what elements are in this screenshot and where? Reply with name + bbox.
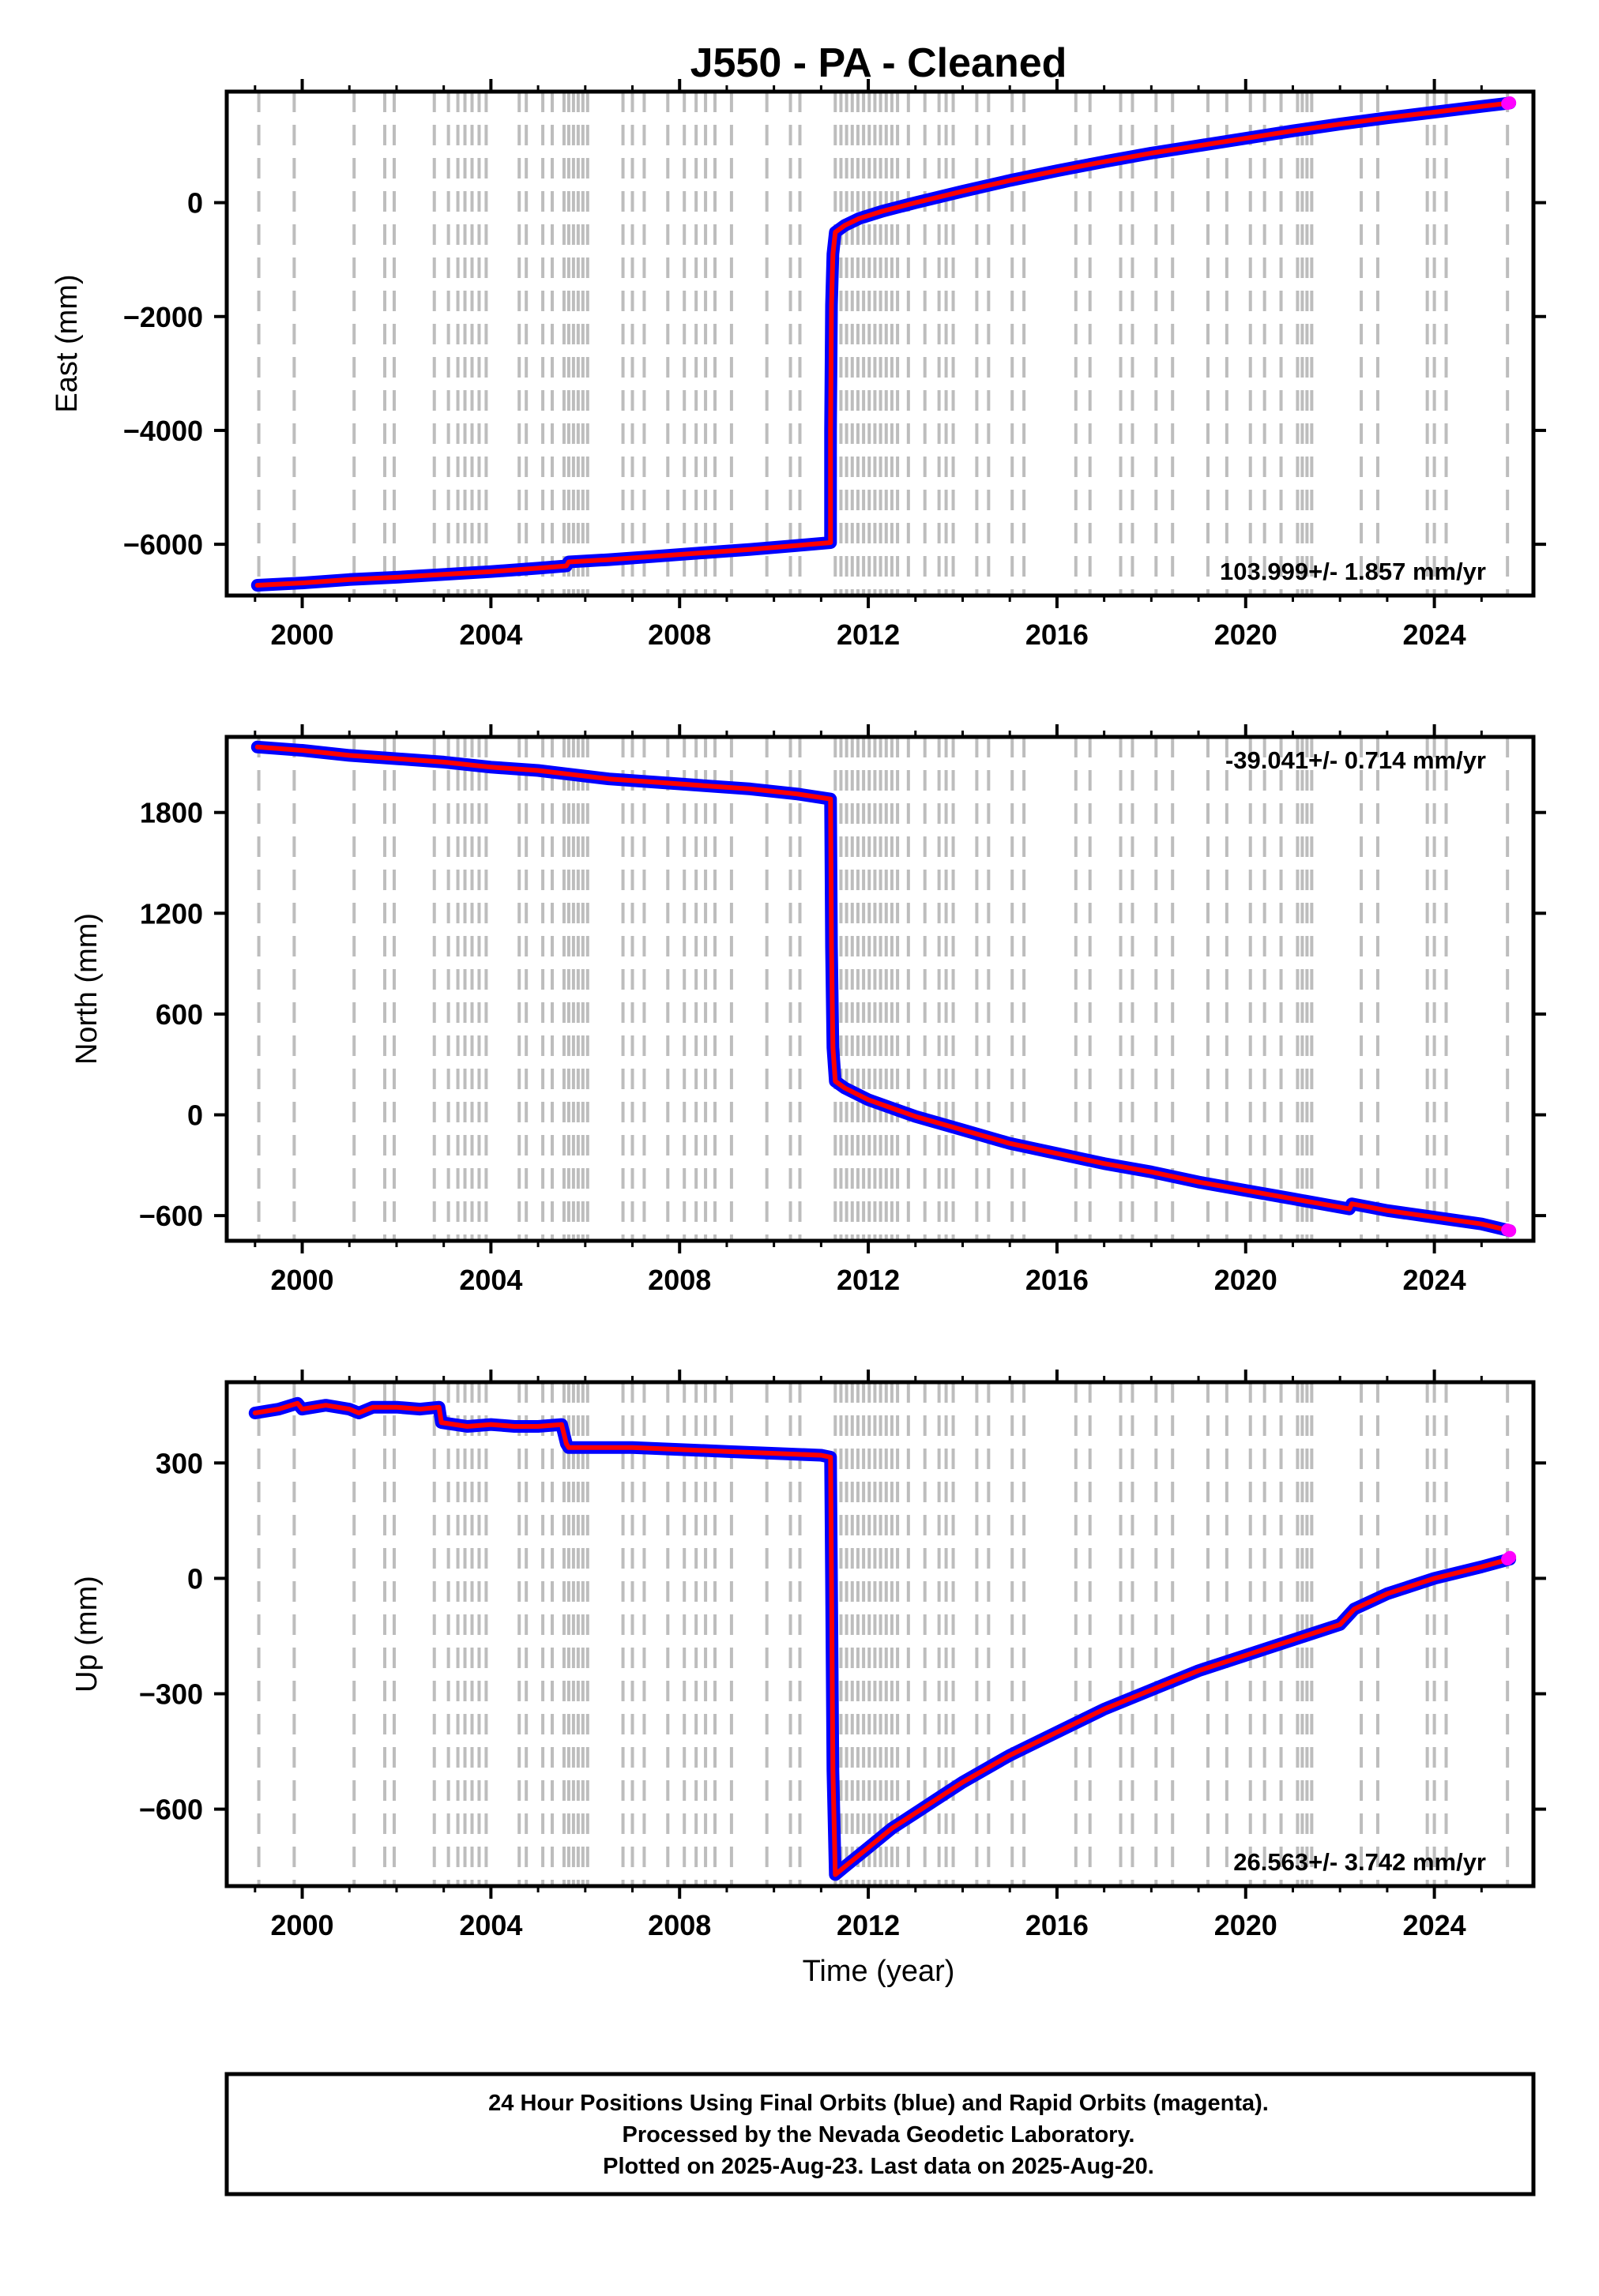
east-y-axis-label: East (mm) <box>51 274 84 412</box>
north-x-tick-label: 2000 <box>270 1264 333 1296</box>
footer-frame <box>224 2072 1536 2196</box>
up-y-tick-label: 300 <box>156 1447 203 1479</box>
east-x-tick-label: 2004 <box>459 618 522 651</box>
north-model-line <box>254 744 1513 1234</box>
up-x-tick-label: 2024 <box>1403 1909 1466 1941</box>
east-y-tick-label: −6000 <box>123 528 203 561</box>
east-data <box>250 96 1517 592</box>
north-y-tick-label: 600 <box>156 998 203 1031</box>
north-y-tick-label: 0 <box>187 1099 203 1132</box>
east-x-tick-label: 2000 <box>270 618 333 651</box>
east-x-tick-label: 2024 <box>1403 618 1466 651</box>
east-x-tick-label: 2020 <box>1214 618 1277 651</box>
up-final-orbit-series <box>248 1396 1517 1881</box>
up-x-tick-label: 2016 <box>1025 1909 1089 1941</box>
panels: 2000 2004 2008 2012 2016 2020 2024 0 −2000 −4000 −… <box>51 79 1546 1941</box>
x-axis-label: Time (year) <box>803 1955 955 1988</box>
footer-line-3: Plotted on 2025-Aug-23. Last data on 202… <box>603 2154 1154 2179</box>
up-data <box>248 1396 1517 1881</box>
footer-line-2: Processed by the Nevada Geodetic Laborat… <box>623 2122 1135 2148</box>
east-x-tick-label: 2012 <box>837 618 900 651</box>
east-panel: 2000 2004 2008 2012 2016 2020 2024 0 −2000 −4000 −… <box>51 79 1546 651</box>
north-rate-label: -39.041+/- 0.714 mm/yr <box>1225 746 1486 774</box>
north-y-tick-label: 1200 <box>140 897 203 930</box>
chart-title: J550 - PA - Cleaned <box>690 40 1067 86</box>
north-event-lines <box>257 737 1510 1241</box>
east-plot-frame <box>224 89 1536 598</box>
up-plot-frame <box>224 1380 1536 1888</box>
north-x-tick-label: 2020 <box>1214 1264 1277 1296</box>
east-y-tick-label: −4000 <box>123 415 203 447</box>
east-rate-label: 103.999+/- 1.857 mm/yr <box>1220 558 1486 585</box>
up-y-tick-label: −600 <box>139 1794 203 1826</box>
north-x-tick-label: 2004 <box>459 1264 522 1296</box>
up-panel: 2000 2004 2008 2012 2016 2020 2024 300 0 −300 −600… <box>70 1370 1546 1941</box>
north-rapid-orbit-point <box>1503 1224 1517 1238</box>
east-model-line <box>254 100 1513 588</box>
up-y-tick-label: −300 <box>139 1678 203 1710</box>
north-x-tick-label: 2008 <box>648 1264 711 1296</box>
north-y-tick-label: 1800 <box>140 797 203 829</box>
up-model-line <box>252 1400 1513 1877</box>
north-final-orbit-series <box>250 740 1517 1238</box>
east-final-orbit-series <box>250 96 1517 592</box>
east-y-tick-label: 0 <box>187 187 203 220</box>
east-x-tick-label: 2016 <box>1025 618 1089 651</box>
north-panel: 2000 2004 2008 2012 2016 2020 2024 1800 1200 600 0… <box>70 724 1546 1296</box>
north-data <box>250 740 1517 1238</box>
up-x-tick-label: 2000 <box>270 1909 333 1941</box>
north-y-axis-label: North (mm) <box>70 913 103 1065</box>
east-event-lines <box>257 92 1510 596</box>
north-y-tick-label: −600 <box>139 1200 203 1232</box>
east-rapid-orbit-point <box>1503 96 1517 110</box>
north-x-tick-label: 2024 <box>1403 1264 1466 1296</box>
up-x-tick-label: 2012 <box>837 1909 900 1941</box>
footer-line-1: 24 Hour Positions Using Final Orbits (bl… <box>488 2091 1269 2116</box>
up-x-tick-label: 2008 <box>648 1909 711 1941</box>
up-x-tick-label: 2004 <box>459 1909 522 1941</box>
up-event-lines <box>257 1382 1510 1886</box>
north-x-tick-label: 2012 <box>837 1264 900 1296</box>
up-x-tick-label: 2020 <box>1214 1909 1277 1941</box>
footer-box: 24 Hour Positions Using Final Orbits (bl… <box>224 2072 1536 2196</box>
up-rapid-orbit-point <box>1503 1550 1517 1564</box>
east-x-tick-label: 2008 <box>648 618 711 651</box>
north-x-tick-label: 2016 <box>1025 1264 1089 1296</box>
up-y-tick-label: 0 <box>187 1562 203 1595</box>
up-rate-label: 26.563+/- 3.742 mm/yr <box>1233 1848 1486 1876</box>
east-y-tick-label: −2000 <box>123 301 203 333</box>
up-y-axis-label: Up (mm) <box>70 1576 103 1693</box>
north-plot-frame <box>224 735 1536 1243</box>
